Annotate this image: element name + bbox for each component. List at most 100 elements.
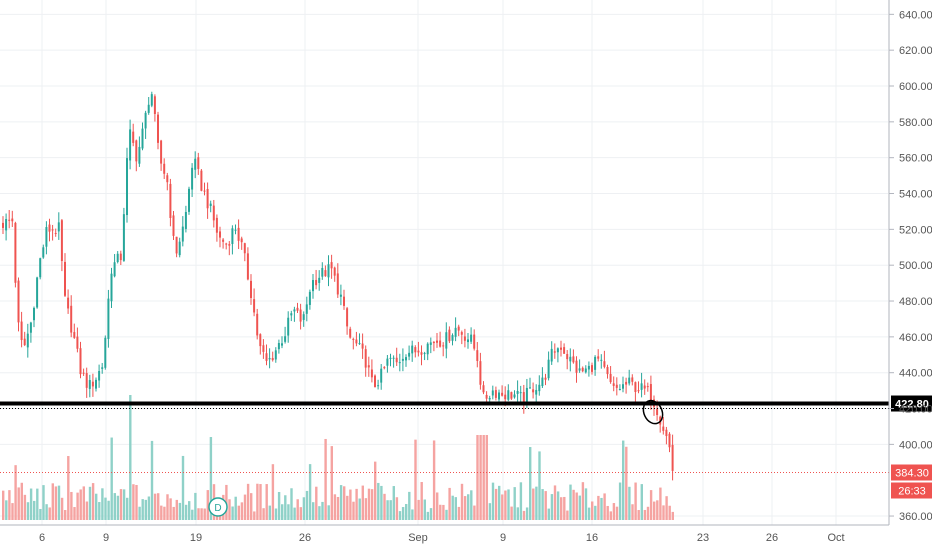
volume-bar bbox=[563, 496, 566, 520]
candle-body bbox=[228, 244, 231, 246]
level-price-badge bbox=[891, 395, 932, 412]
candle bbox=[575, 356, 578, 383]
candle-body bbox=[476, 350, 479, 361]
volume-bar bbox=[237, 505, 240, 520]
candle bbox=[569, 348, 572, 372]
volume-bar bbox=[76, 492, 79, 520]
candle bbox=[395, 347, 398, 366]
volume-bar bbox=[622, 440, 625, 520]
volume-bar bbox=[243, 494, 247, 520]
candle bbox=[587, 361, 590, 377]
volume-bar bbox=[284, 495, 287, 520]
volume-bar bbox=[290, 488, 293, 520]
candle-body bbox=[98, 370, 101, 381]
candle bbox=[8, 209, 11, 229]
volume-bar bbox=[575, 492, 578, 520]
candle-body bbox=[389, 357, 392, 359]
volume-bar bbox=[553, 485, 557, 520]
candle bbox=[529, 377, 531, 389]
candle bbox=[321, 262, 324, 280]
candle bbox=[45, 221, 48, 255]
candle-body bbox=[618, 389, 621, 391]
volume-bar bbox=[339, 485, 343, 520]
candle-body bbox=[405, 357, 407, 361]
y-tick-label: 440.00 bbox=[899, 368, 932, 380]
volume-bar bbox=[336, 496, 340, 520]
candle-body bbox=[277, 343, 280, 350]
volume-bar bbox=[349, 489, 352, 520]
y-tick-label: 600.00 bbox=[899, 81, 932, 93]
dividend-marker-icon[interactable] bbox=[208, 497, 228, 517]
candle-body bbox=[153, 96, 156, 114]
candle bbox=[377, 379, 380, 390]
volume-bar bbox=[73, 507, 76, 520]
candle bbox=[5, 213, 8, 241]
candle bbox=[457, 324, 460, 337]
volume-bar bbox=[253, 511, 256, 520]
volume-bar bbox=[581, 482, 585, 520]
volume-bar bbox=[498, 485, 501, 520]
volume-bar bbox=[67, 456, 70, 520]
candle-body bbox=[457, 326, 460, 331]
volume-bar bbox=[662, 505, 665, 520]
candle bbox=[653, 395, 655, 416]
candle-body bbox=[91, 381, 94, 387]
candle-body bbox=[206, 188, 209, 209]
candle-body bbox=[11, 218, 14, 222]
volume-bar bbox=[625, 446, 628, 520]
candle-body bbox=[386, 358, 389, 366]
candle-body bbox=[318, 277, 321, 283]
candle-body bbox=[250, 280, 252, 298]
candle bbox=[414, 345, 417, 358]
circle-annotation[interactable] bbox=[640, 397, 666, 426]
candle bbox=[73, 323, 76, 339]
volume-bar bbox=[352, 501, 355, 520]
candle-body bbox=[637, 390, 640, 392]
candle-body bbox=[157, 114, 159, 143]
candle bbox=[237, 219, 240, 250]
candle-body bbox=[281, 343, 283, 346]
volume-bar bbox=[91, 483, 95, 520]
y-tick-label: 400.00 bbox=[899, 439, 932, 451]
volume-bar bbox=[519, 482, 523, 520]
volume-bar bbox=[98, 502, 101, 520]
volume-bar bbox=[178, 502, 182, 520]
volume-bar bbox=[262, 508, 265, 520]
volume-bar bbox=[603, 493, 606, 520]
candle bbox=[668, 432, 671, 453]
volume-bar bbox=[463, 496, 467, 520]
candle-body bbox=[222, 239, 225, 242]
candle-body bbox=[467, 339, 469, 343]
volume-bar bbox=[20, 482, 23, 520]
candle bbox=[17, 277, 20, 332]
candle-body bbox=[8, 219, 11, 221]
candle-body bbox=[203, 190, 206, 192]
candle bbox=[23, 331, 26, 347]
candle-body bbox=[172, 215, 175, 236]
candle-body bbox=[160, 140, 163, 164]
candle-body bbox=[501, 392, 504, 396]
candle-body bbox=[110, 273, 113, 302]
candle-body bbox=[420, 352, 423, 355]
y-tick-label: 580.00 bbox=[899, 117, 932, 129]
candle-body bbox=[20, 321, 23, 341]
candle-body bbox=[135, 140, 138, 162]
candle bbox=[197, 152, 200, 175]
candle-body bbox=[569, 356, 572, 362]
candle-body bbox=[305, 304, 308, 314]
candle bbox=[333, 266, 336, 282]
candle bbox=[104, 335, 107, 370]
candle-body bbox=[529, 387, 531, 389]
candle-body bbox=[101, 367, 104, 369]
volume-bar bbox=[634, 482, 637, 520]
candle-body bbox=[321, 267, 324, 277]
candle bbox=[467, 333, 469, 349]
candle bbox=[79, 341, 82, 379]
candle bbox=[85, 367, 88, 398]
candle bbox=[129, 119, 132, 170]
candle bbox=[442, 342, 445, 357]
candle-body bbox=[191, 167, 194, 190]
volume-bar bbox=[265, 484, 268, 520]
